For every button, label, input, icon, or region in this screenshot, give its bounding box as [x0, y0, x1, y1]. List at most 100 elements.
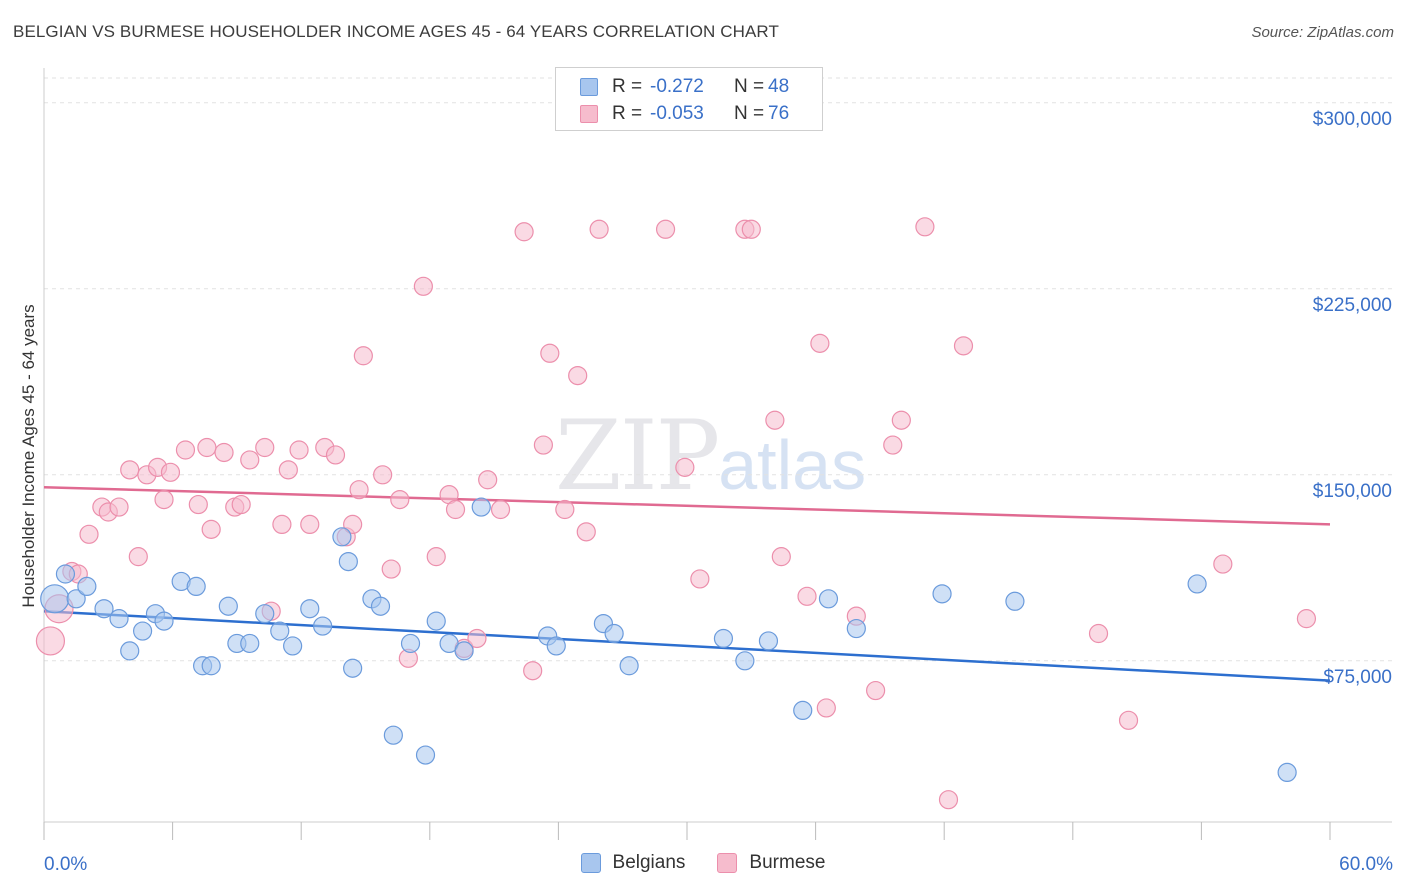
belgians-point[interactable]	[546, 636, 566, 656]
belgians-point[interactable]	[338, 551, 358, 572]
belgians-point[interactable]	[66, 589, 86, 609]
burmese-point[interactable]	[765, 410, 785, 430]
burmese-point[interactable]	[240, 450, 260, 470]
burmese-point[interactable]	[953, 336, 974, 356]
burmese-point[interactable]	[555, 499, 575, 520]
burmese-point[interactable]	[231, 494, 251, 515]
belgians-point[interactable]	[77, 576, 97, 597]
burmese-point[interactable]	[576, 522, 596, 542]
burmese-point[interactable]	[816, 698, 836, 718]
burmese-point[interactable]	[938, 790, 959, 810]
burmese-point[interactable]	[272, 514, 292, 535]
belgians-point[interactable]	[932, 584, 952, 604]
legend-item-belgians[interactable]: Belgians	[580, 852, 685, 874]
burmese-point[interactable]	[120, 460, 140, 480]
burmese-point[interactable]	[353, 346, 373, 366]
burmese-point[interactable]	[214, 442, 234, 463]
belgians-point[interactable]	[758, 631, 779, 651]
burmese-point[interactable]	[866, 680, 886, 701]
belgians-point[interactable]	[400, 633, 421, 654]
burmese-point[interactable]	[289, 440, 309, 460]
belgians-point[interactable]	[94, 599, 114, 619]
burmese-point[interactable]	[343, 514, 363, 535]
belgians-point[interactable]	[454, 641, 474, 661]
belgians-point[interactable]	[109, 609, 129, 629]
belgians-point[interactable]	[426, 611, 446, 631]
belgians-point[interactable]	[846, 618, 866, 639]
burmese-point[interactable]	[35, 626, 66, 656]
belgians-point[interactable]	[332, 527, 352, 547]
legend-item-burmese[interactable]: Burmese	[717, 852, 825, 874]
belgians-point[interactable]	[270, 621, 290, 641]
burmese-point[interactable]	[109, 497, 129, 517]
burmese-point[interactable]	[655, 219, 676, 239]
burmese-point[interactable]	[201, 519, 221, 539]
belgians-point[interactable]	[240, 633, 260, 654]
belgians-point[interactable]	[1277, 762, 1297, 783]
belgians-point[interactable]	[619, 656, 639, 676]
belgians-point[interactable]	[313, 616, 333, 636]
belgians-point[interactable]	[713, 628, 734, 649]
burmese-point[interactable]	[1118, 710, 1139, 730]
burmese-point[interactable]	[1296, 609, 1317, 629]
burmese-point[interactable]	[915, 217, 935, 237]
burmese-point[interactable]	[381, 559, 401, 579]
burmese-point[interactable]	[1088, 623, 1109, 644]
belgians-point[interactable]	[383, 725, 403, 745]
burmese-point[interactable]	[413, 276, 433, 296]
burmese-point[interactable]	[1213, 554, 1233, 574]
burmese-point[interactable]	[188, 494, 208, 515]
burmese-point[interactable]	[79, 524, 99, 544]
belgians-point[interactable]	[132, 621, 153, 641]
burmese-point[interactable]	[490, 499, 511, 520]
burmese-point[interactable]	[373, 465, 393, 485]
belgians-point[interactable]	[343, 658, 363, 678]
burmese-point[interactable]	[540, 343, 560, 363]
belgians-point[interactable]	[1187, 574, 1207, 594]
burmese-point[interactable]	[568, 366, 588, 386]
belgians-point[interactable]	[120, 641, 140, 661]
burmese-point[interactable]	[426, 547, 446, 567]
burmese-point[interactable]	[390, 490, 410, 510]
burmese-point[interactable]	[175, 440, 196, 460]
belgians-point[interactable]	[40, 584, 70, 614]
burmese-point[interactable]	[197, 437, 217, 458]
burmese-point[interactable]	[690, 569, 710, 589]
burmese-point[interactable]	[891, 410, 911, 430]
belgians-point[interactable]	[793, 700, 813, 721]
belgians-point[interactable]	[1005, 591, 1025, 611]
burmese-point[interactable]	[741, 219, 761, 239]
belgians-point[interactable]	[370, 596, 391, 616]
belgians-point[interactable]	[300, 599, 320, 619]
burmese-point[interactable]	[478, 470, 498, 490]
burmese-point[interactable]	[278, 460, 298, 480]
burmese-point[interactable]	[349, 480, 369, 500]
burmese-point[interactable]	[523, 661, 543, 681]
burmese-point[interactable]	[128, 547, 148, 567]
burmese-point[interactable]	[883, 435, 903, 455]
belgians-point[interactable]	[818, 589, 839, 609]
burmese-point[interactable]	[445, 499, 466, 520]
burmese-point[interactable]	[771, 547, 791, 567]
belgians-point[interactable]	[154, 611, 174, 631]
belgians-point[interactable]	[55, 564, 76, 584]
belgians-point[interactable]	[604, 623, 624, 644]
burmese-point[interactable]	[255, 437, 275, 458]
burmese-point[interactable]	[300, 514, 320, 535]
belgians-point[interactable]	[186, 576, 206, 597]
burmese-point[interactable]	[797, 586, 817, 606]
burmese-point[interactable]	[467, 628, 487, 649]
burmese-point[interactable]	[325, 445, 346, 465]
belgians-point[interactable]	[255, 604, 275, 624]
belgians-point[interactable]	[735, 651, 755, 671]
belgians-point[interactable]	[201, 656, 221, 676]
burmese-point[interactable]	[810, 333, 830, 353]
belgians-point[interactable]	[471, 497, 491, 517]
belgians-point[interactable]	[218, 596, 238, 616]
burmese-point[interactable]	[154, 490, 174, 510]
belgians-point[interactable]	[283, 636, 303, 656]
belgians-point[interactable]	[415, 745, 436, 765]
burmese-point[interactable]	[160, 462, 181, 482]
burmese-point[interactable]	[514, 222, 534, 242]
burmese-point[interactable]	[533, 435, 553, 455]
